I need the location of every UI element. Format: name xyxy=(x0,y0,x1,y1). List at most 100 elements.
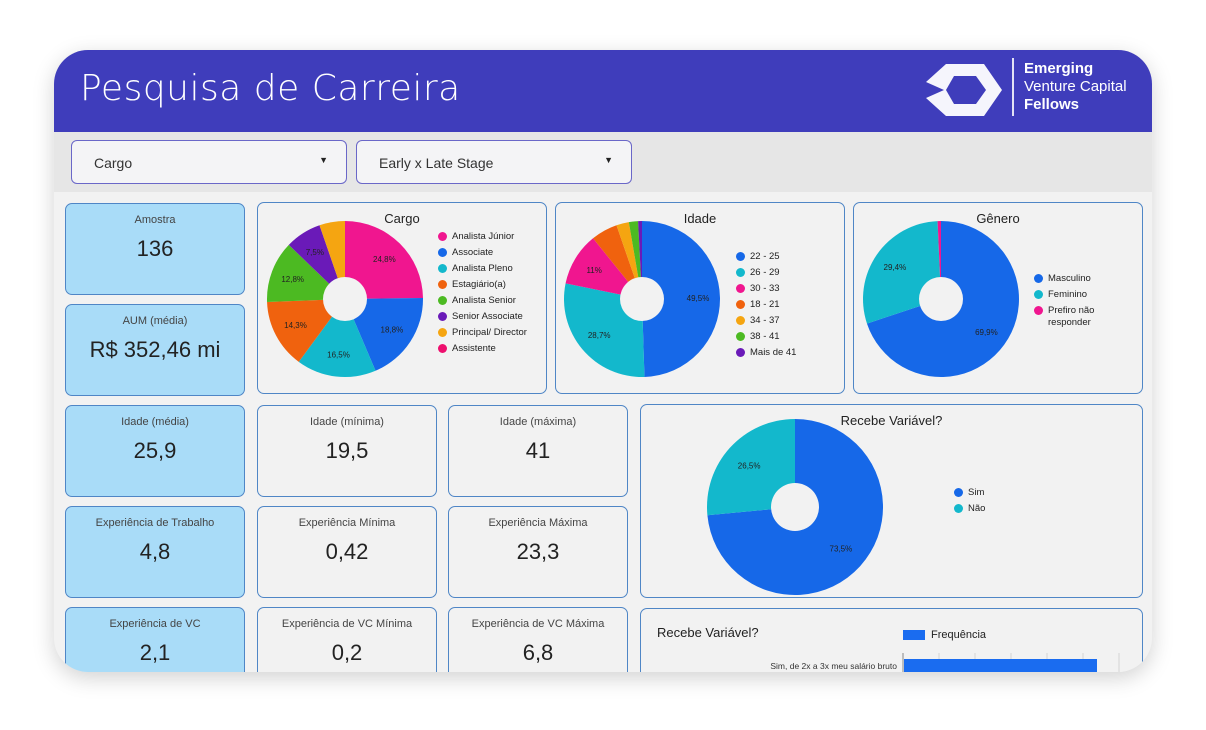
pie-data-label: 73,5% xyxy=(830,545,853,554)
header-bar: Pesquisa de Carreira Emerging Venture Ca… xyxy=(54,50,1152,132)
bar-category-label: Sim, de 2x a 3x meu salário bruto xyxy=(770,661,897,671)
kpi-label: Idade (máxima) xyxy=(499,416,577,428)
idade-pie-chart: 49,5% 28,7% 11% xyxy=(564,221,720,377)
kpi-value: 23,3 xyxy=(516,539,560,564)
legend-item-associate[interactable]: Associate xyxy=(438,247,543,259)
legend-label: Frequência xyxy=(931,629,987,641)
kpi-value: 0,2 xyxy=(331,640,363,665)
legend-dot xyxy=(438,280,447,289)
pie-slice-senior-associate[interactable] xyxy=(288,225,345,299)
kpi-card-experiencia-vc: Experiência de VC 2,1 xyxy=(65,607,245,672)
legend-dot xyxy=(1034,306,1043,315)
legend-item-26-29[interactable]: 26 - 29 xyxy=(736,267,836,279)
legend-label: Mais de 41 xyxy=(750,347,797,358)
legend-dot xyxy=(438,296,447,305)
legend-label: Analista Júnior xyxy=(452,231,515,242)
legend-dot xyxy=(736,300,745,309)
logo-line-3: Fellows xyxy=(1024,96,1080,113)
legend-label: Senior Associate xyxy=(452,311,523,322)
legend-label: 26 - 29 xyxy=(750,267,780,278)
kpi-value: 25,9 xyxy=(133,438,177,463)
pie-slice-18-21[interactable] xyxy=(593,225,642,299)
kpi-label: Experiência Mínima xyxy=(298,517,396,529)
legend-item-feminino[interactable]: Feminino xyxy=(1034,289,1134,301)
legend-item-38-41[interactable]: 38 - 41 xyxy=(736,331,836,343)
pie-slice-analista-junior[interactable] xyxy=(345,221,423,299)
evcf-logo-icon xyxy=(926,64,1002,116)
legend-dot xyxy=(954,488,963,497)
legend-dot xyxy=(736,316,745,325)
filter-bar: Cargo ▼ Early x Late Stage ▼ xyxy=(54,132,1152,192)
donut-hole xyxy=(323,277,367,321)
legend-item-analista-junior[interactable]: Analista Júnior xyxy=(438,231,543,243)
pie-data-label: 24,8% xyxy=(373,255,396,264)
legend-item-prefiro-nao-responder[interactable]: Prefiro não responder xyxy=(1034,305,1134,329)
legend-label: 30 - 33 xyxy=(750,283,780,294)
legend-item-sim[interactable]: Sim xyxy=(954,487,1054,499)
kpi-value: R$ 352,46 mi xyxy=(89,337,221,362)
kpi-value: 2,1 xyxy=(139,640,171,665)
pie-slice-associate[interactable] xyxy=(345,298,423,371)
legend-item-principal-director[interactable]: Principal/ Director xyxy=(438,327,543,339)
chart-title: Recebe Variável? xyxy=(657,625,759,640)
kpi-value: 4,8 xyxy=(139,539,171,564)
legend-item-nao[interactable]: Não xyxy=(954,503,1054,515)
chart-title: Idade xyxy=(683,211,717,226)
legend-item-18-21[interactable]: 18 - 21 xyxy=(736,299,836,311)
donut-hole xyxy=(620,277,664,321)
legend-label: Sim xyxy=(968,487,985,498)
pie-slice-analista-senior[interactable] xyxy=(267,244,345,302)
legend-item-34-37[interactable]: 34 - 37 xyxy=(736,315,836,327)
legend-label: Associate xyxy=(452,247,494,258)
chart-card-genero: Gênero 69,9% 29,4% Masculino Feminino Prefi… xyxy=(853,202,1143,394)
genero-pie-chart: 69,9% 29,4% xyxy=(863,221,1019,377)
cargo-pie-chart: 24,8% 18,8% 16,5% 14,3% 12,8% 7,5% xyxy=(267,221,423,377)
legend-item-estagiario-a[interactable]: Estagiário(a) xyxy=(438,279,543,291)
kpi-label: Experiência Máxima xyxy=(488,517,588,529)
legend-item-analista-senior[interactable]: Analista Senior xyxy=(438,295,543,307)
legend-dot xyxy=(438,232,447,241)
legend-item-senior-associate[interactable]: Senior Associate xyxy=(438,311,543,323)
pie-slice-analista-pleno[interactable] xyxy=(298,299,376,377)
logo-line-2: Venture Capital xyxy=(1024,78,1127,95)
chart-card-recebe-variavel-pie: Recebe Variável? 73,5% 26,5% Sim Não xyxy=(640,404,1143,598)
cargo-filter-select[interactable]: Cargo ▼ xyxy=(71,140,347,184)
legend-label: 18 - 21 xyxy=(750,299,780,310)
legend-label: Principal/ Director xyxy=(452,327,527,338)
pie-slice-30-33[interactable] xyxy=(565,238,642,299)
dashboard-frame: Pesquisa de Carreira Emerging Venture Ca… xyxy=(54,50,1152,672)
kpi-card-experiencia-vc-minima: Experiência de VC Mínima 0,2 xyxy=(257,607,437,672)
legend-dot xyxy=(736,284,745,293)
stage-filter-select[interactable]: Early x Late Stage ▼ xyxy=(356,140,632,184)
kpi-card-amostra: Amostra 136 xyxy=(65,203,245,295)
legend-item-30-33[interactable]: 30 - 33 xyxy=(736,283,836,295)
legend-item-mais-de-41[interactable]: Mais de 41 xyxy=(736,347,836,359)
pie-data-label: 49,5% xyxy=(687,294,710,303)
legend-label: Estagiário(a) xyxy=(452,279,506,290)
chevron-down-icon: ▼ xyxy=(319,155,328,165)
pie-data-label: 11% xyxy=(586,266,601,275)
legend-item-analista-pleno[interactable]: Analista Pleno xyxy=(438,263,543,275)
chart-title: Gênero xyxy=(976,211,1020,226)
legend-item-22-25[interactable]: 22 - 25 xyxy=(736,251,836,263)
legend-label: Analista Pleno xyxy=(452,263,513,274)
kpi-value: 0,42 xyxy=(325,539,369,564)
kpi-value: 41 xyxy=(525,438,551,463)
pie-slice-estagiario-a[interactable] xyxy=(267,299,345,362)
legend-dot xyxy=(438,248,447,257)
legend-item-assistente[interactable]: Assistente xyxy=(438,343,543,355)
recebe-variavel-pie-chart: 73,5% 26,5% xyxy=(707,419,883,595)
chart-title: Cargo xyxy=(384,211,420,226)
logo-text: Emerging Venture Capital Fellows xyxy=(1024,60,1127,114)
donut-hole xyxy=(919,277,963,321)
pie-slice-22-25[interactable] xyxy=(642,221,720,377)
legend-item-masculino[interactable]: Masculino xyxy=(1034,273,1134,285)
logo-line-1: Emerging xyxy=(1024,60,1094,77)
kpi-label: Experiência de Trabalho xyxy=(95,517,215,529)
chart-card-cargo: Cargo 24,8% 18,8% 16,5% 14,3% 12,8% 7,5% Anal… xyxy=(257,202,547,394)
pie-slice-nao[interactable] xyxy=(707,419,795,516)
legend-dot xyxy=(736,268,745,277)
bar-sim-de-2x-a-3x-meu-salario-bruto[interactable] xyxy=(904,659,1097,672)
legend-dot xyxy=(954,504,963,513)
chart-card-recebe-variavel-bar: Recebe Variável? Frequência Sim, de 2x a… xyxy=(640,608,1143,672)
